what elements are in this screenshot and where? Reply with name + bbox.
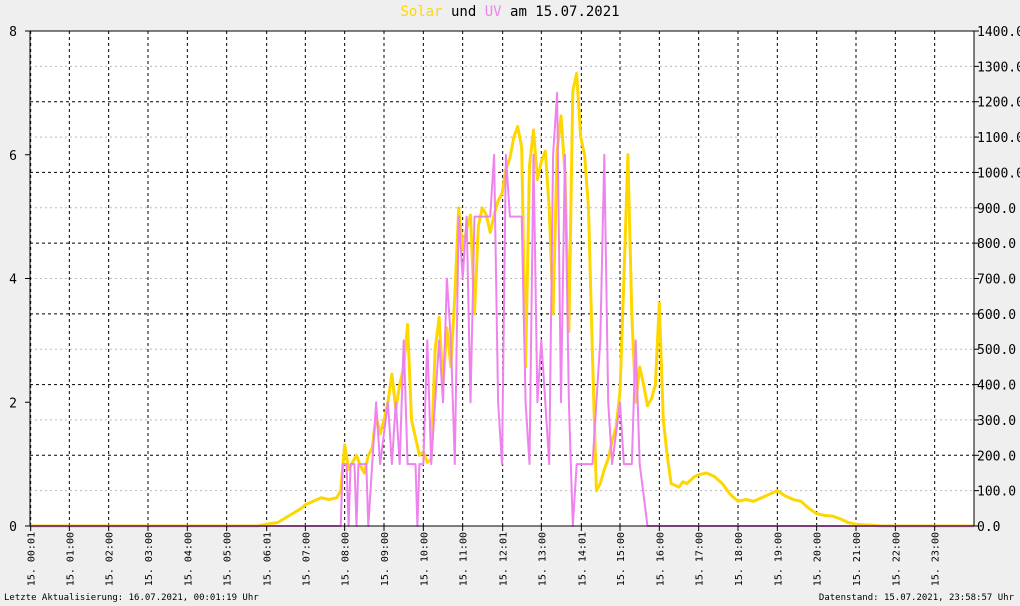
right-tick-label: 900.0 xyxy=(977,202,1016,217)
right-tick-label: 500.0 xyxy=(977,343,1016,358)
axis-layer: 0 2 4 6 8 0.0 100.0 200.0 300.0 400.0 500.0 600.0 70… xyxy=(9,25,1020,586)
chart-title: Solar und UV am 15.07.2021 xyxy=(0,4,1020,20)
right-tick-label: 1000.0 xyxy=(977,166,1020,181)
footer-data-state: Datenstand: 15.07.2021, 23:58:57 Uhr xyxy=(818,593,1014,603)
x-tick-label: 15. 18:00 xyxy=(734,532,745,586)
left-tick-label: 2 xyxy=(9,396,17,411)
left-tick-label: 6 xyxy=(9,149,17,164)
x-tick-label: 15. 17:00 xyxy=(695,532,706,586)
left-tick-label: 8 xyxy=(9,25,17,40)
series-layer xyxy=(30,71,974,528)
title-und: und xyxy=(450,4,477,20)
title-uv: UV xyxy=(484,4,502,20)
title-date: am 15.07.2021 xyxy=(510,4,620,20)
x-tick-label: 15. 06:01 xyxy=(263,532,274,586)
right-tick-label: 0.0 xyxy=(977,520,1000,535)
x-tick-label: 15. 10:00 xyxy=(419,532,430,586)
x-tick-label: 15. 11:00 xyxy=(459,532,470,586)
x-tick-label: 15. 01:00 xyxy=(65,532,76,586)
x-tick-label: 15. 12:01 xyxy=(499,532,510,586)
right-tick-label: 1400.0 xyxy=(977,25,1020,40)
x-tick-label: 15. 16:00 xyxy=(655,532,666,586)
x-tick-label: 15. 21:00 xyxy=(852,532,863,586)
x-tick-label: 15. 23:00 xyxy=(931,532,942,586)
x-tick-label: 15. 08:00 xyxy=(341,532,352,586)
left-tick-label: 0 xyxy=(9,520,17,535)
x-tick-label: 15. 09:00 xyxy=(380,532,391,586)
x-tick-label: 15. 14:01 xyxy=(577,532,588,586)
right-tick-label: 1100.0 xyxy=(977,131,1020,146)
x-tick-label: 15. 07:00 xyxy=(301,532,312,586)
x-tick-label: 15. 04:00 xyxy=(183,532,194,586)
right-tick-label: 300.0 xyxy=(977,414,1016,429)
x-tick-label: 15. 13:00 xyxy=(537,532,548,586)
x-tick-label: 15. 03:00 xyxy=(144,532,155,586)
right-tick-label: 700.0 xyxy=(977,273,1016,288)
right-tick-label: 400.0 xyxy=(977,379,1016,394)
x-tick-label: 15. 05:00 xyxy=(223,532,234,586)
left-tick-label: 4 xyxy=(9,273,17,288)
series-line-uv xyxy=(30,91,974,527)
x-tick-label: 15. 20:00 xyxy=(813,532,824,586)
right-tick-label: 800.0 xyxy=(977,237,1016,252)
x-tick-label: 15. 00:01 xyxy=(27,532,38,586)
x-tick-label: 15. 02:00 xyxy=(105,532,116,586)
title-solar: Solar xyxy=(400,4,443,20)
right-tick-label: 600.0 xyxy=(977,308,1016,323)
right-tick-label: 1200.0 xyxy=(977,96,1020,111)
x-tick-label: 15. 19:00 xyxy=(773,532,784,586)
x-tick-label: 15. 15:00 xyxy=(616,532,627,586)
right-tick-label: 100.0 xyxy=(977,485,1016,500)
footer-last-update: Letzte Aktualisierung: 16.07.2021, 00:01… xyxy=(4,593,259,603)
x-tick-label: 15. 22:00 xyxy=(891,532,902,586)
right-tick-label: 1300.0 xyxy=(977,60,1020,75)
series-line-solar xyxy=(30,71,974,528)
right-tick-label: 200.0 xyxy=(977,449,1016,464)
